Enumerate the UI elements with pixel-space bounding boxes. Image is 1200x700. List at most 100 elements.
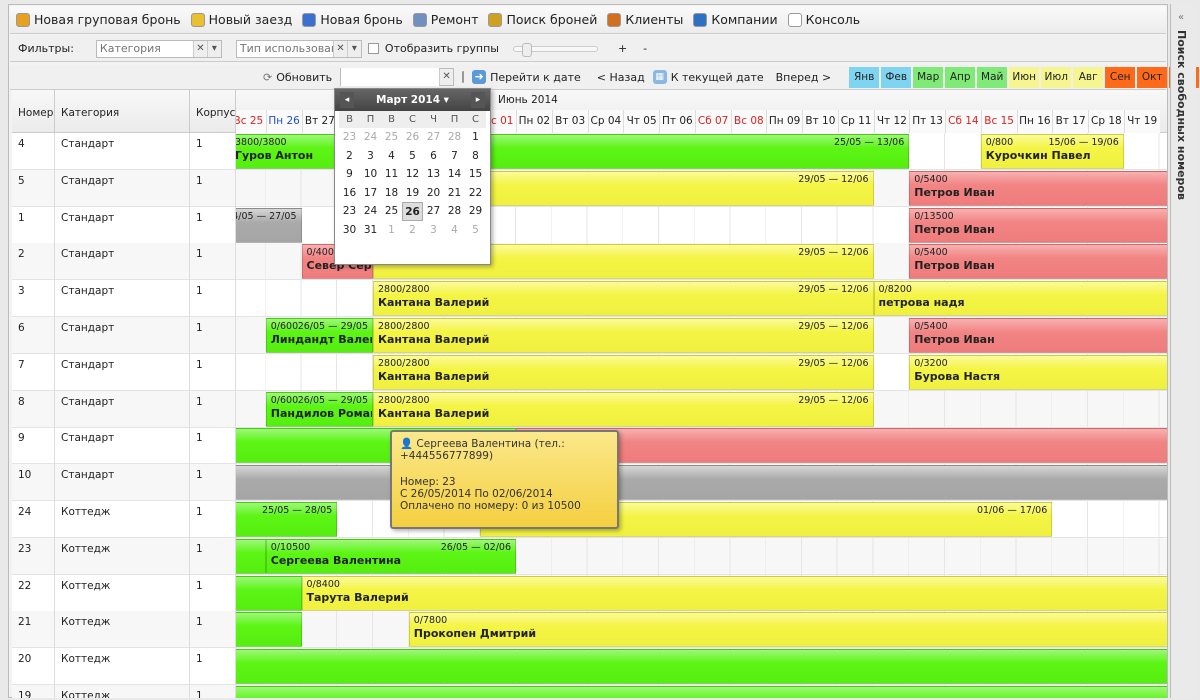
calendar-day[interactable]: 24 — [363, 205, 378, 217]
day-header[interactable]: Пт 13 — [909, 110, 945, 133]
date-field[interactable]: ✕ — [340, 68, 455, 86]
goto-date-button[interactable]: ➜ Перейти к дате — [472, 70, 581, 84]
booking-bar[interactable] — [236, 686, 1167, 698]
expand-sidebar-button[interactable]: « — [1178, 12, 1185, 23]
booking-bar[interactable] — [236, 465, 1167, 501]
room-row[interactable]: 3 Стандарт 1 2800/2800 29/05 — 12/06 Кантана … — [12, 280, 1167, 318]
calendar-day[interactable]: 10 — [363, 168, 378, 180]
day-header[interactable]: Вс 25 — [236, 110, 266, 133]
room-timeline[interactable]: 0/4000Мамаева Ксения — [236, 427, 1167, 465]
refresh-button[interactable]: ⟳ Обновить — [263, 70, 333, 84]
calendar-day[interactable]: 4 — [388, 149, 395, 162]
booking-bar[interactable] — [516, 428, 1167, 464]
zoom-slider[interactable] — [512, 42, 598, 57]
forward-button[interactable]: Вперед > — [775, 70, 832, 84]
calendar-day[interactable]: 26 — [402, 202, 423, 221]
calendar-day[interactable]: 15 — [468, 168, 483, 180]
calendar-day[interactable]: 6 — [430, 149, 437, 162]
clear-icon[interactable]: ✕ — [332, 40, 347, 57]
calendar-month-title[interactable]: Март 2014 ▾ — [376, 94, 449, 106]
month-button-3[interactable]: Апр — [945, 66, 976, 88]
toolbar-button-4[interactable]: Поиск броней — [488, 12, 597, 27]
toolbar-button-7[interactable]: Консоль — [787, 12, 860, 27]
room-timeline[interactable]: 0/600 26/05 — 29/05 Пандилов Роман 2800/280… — [236, 390, 1167, 428]
calendar-day[interactable]: 24 — [363, 131, 378, 143]
room-row[interactable]: 6 Стандарт 1 0/600 26/05 — 29/05 Линдандт Вал… — [12, 317, 1167, 354]
calendar-day[interactable]: 20 — [426, 186, 441, 199]
day-header[interactable]: Сб 14 — [945, 110, 981, 133]
calendar-day[interactable]: 2 — [409, 223, 416, 236]
sidebar-title[interactable]: Поиск свободных номеров — [1175, 30, 1188, 200]
booking-bar[interactable]: 2800/2800 29/05 — 12/06 Кантана Валерий — [373, 391, 874, 427]
show-groups-checkbox[interactable] — [367, 43, 379, 54]
calendar-day[interactable]: 27 — [426, 205, 441, 217]
booking-bar[interactable]: 0/8200 петрова надя — [873, 281, 1167, 317]
zoom-out-button[interactable]: - — [643, 42, 648, 55]
booking-bar[interactable]: 2800/2800 29/05 — 12/06 Кантана Валерий — [373, 318, 874, 353]
calendar-day[interactable]: 25 — [384, 131, 399, 143]
room-row[interactable]: 23 Коттедж 1 0/10500 26/05 — 02/06 Сергеева В… — [12, 537, 1167, 575]
booking-bar[interactable]: 0/13500 Петров Иван — [909, 207, 1167, 243]
room-timeline[interactable] — [236, 685, 1167, 698]
usage-type-input[interactable] — [236, 42, 333, 55]
column-header-category[interactable]: Категория — [55, 90, 190, 133]
calendar-day[interactable]: 14 — [447, 168, 462, 180]
booking-bar[interactable]: 0/5400 Петров Иван — [909, 170, 1167, 206]
room-row[interactable]: 4 Стандарт 1 3800/3800 25/05 — 13/06 Гуров Ан… — [12, 133, 1167, 170]
month-button-8[interactable]: Сен — [1105, 66, 1136, 88]
calendar-day[interactable]: 29 — [468, 205, 483, 217]
room-row[interactable]: 8 Стандарт 1 0/600 26/05 — 29/05 Пандилов Ром… — [12, 390, 1167, 428]
day-header[interactable]: Пн 26 — [265, 110, 302, 133]
day-header[interactable]: Пн 09 — [766, 110, 802, 133]
calendar-day[interactable]: 25 — [384, 205, 399, 217]
calendar-day[interactable]: 31 — [363, 223, 378, 236]
calendar-day[interactable]: 19 — [405, 186, 420, 199]
booking-bar[interactable] — [236, 538, 266, 574]
booking-bar[interactable]: 600/600TurTez — [236, 575, 302, 611]
calendar-icon[interactable] — [462, 71, 465, 83]
day-header[interactable]: Пт 06 — [659, 110, 695, 133]
day-header[interactable]: Ср 11 — [837, 110, 874, 133]
calendar-day[interactable]: 9 — [346, 168, 353, 180]
calendar-day[interactable]: 28 — [447, 205, 462, 217]
toolbar-button-2[interactable]: Новая бронь — [302, 12, 403, 27]
calendar-day[interactable]: 12 — [405, 168, 420, 180]
calendar-day[interactable]: 2 — [346, 149, 353, 162]
month-button-1[interactable]: Фев — [881, 66, 912, 88]
usage-type-filter[interactable]: ✕▾ — [235, 39, 362, 58]
booking-bar[interactable]: 0/5400 Петров Иван — [909, 318, 1167, 353]
booking-bar[interactable]: 0/600 26/05 — 29/05 Пандилов Роман — [265, 391, 373, 427]
clear-icon[interactable]: ✕ — [439, 69, 454, 85]
calendar-day[interactable]: 23 — [342, 131, 357, 143]
day-header[interactable]: Чт 12 — [873, 110, 910, 133]
room-timeline[interactable]: 2800/2800 29/05 — 12/06 Кантана Валерий 0/8… — [236, 280, 1167, 318]
day-header[interactable]: Вс 08 — [730, 110, 767, 133]
month-button-6[interactable]: Июл — [1041, 66, 1072, 88]
column-header-building[interactable]: Корпус — [190, 90, 236, 133]
day-header[interactable]: Пн 16 — [1016, 110, 1053, 133]
booking-bar[interactable]: 600/600TurTez — [236, 612, 302, 648]
calendar-day[interactable]: 11 — [384, 168, 399, 180]
toolbar-button-3[interactable]: Ремонт — [412, 12, 478, 27]
month-button-9[interactable]: Окт — [1137, 66, 1168, 88]
day-header[interactable]: Вт 03 — [551, 110, 588, 133]
day-header[interactable]: Сб 07 — [694, 110, 731, 133]
booking-bar[interactable]: 2800/2800 29/05 — 12/06 Кантана Валерий — [373, 281, 874, 317]
month-button-4[interactable]: Май — [977, 66, 1008, 88]
calendar-day[interactable]: 26 — [405, 131, 420, 143]
calendar-day[interactable]: 1 — [388, 223, 395, 236]
room-timeline[interactable]: 900/90025/05 — 28/05TurTez 01/06 — 17/06 — [236, 501, 1167, 538]
toolbar-button-1[interactable]: Новый заезд — [190, 12, 292, 27]
today-button[interactable]: ▦ К текущей дате — [652, 70, 764, 84]
booking-bar[interactable]: 0/3200 Бурова Настя — [909, 354, 1167, 390]
category-input[interactable] — [96, 42, 193, 55]
calendar-day[interactable]: 18 — [384, 186, 399, 199]
booking-bar[interactable]: 0/10500 26/05 — 02/06 Сергеева Валентина — [265, 538, 516, 574]
column-header-number[interactable]: Номер — [12, 90, 55, 133]
booking-bar[interactable]: 900/90025/05 — 28/05TurTez — [236, 502, 338, 537]
calendar-day[interactable]: 17 — [363, 186, 378, 199]
